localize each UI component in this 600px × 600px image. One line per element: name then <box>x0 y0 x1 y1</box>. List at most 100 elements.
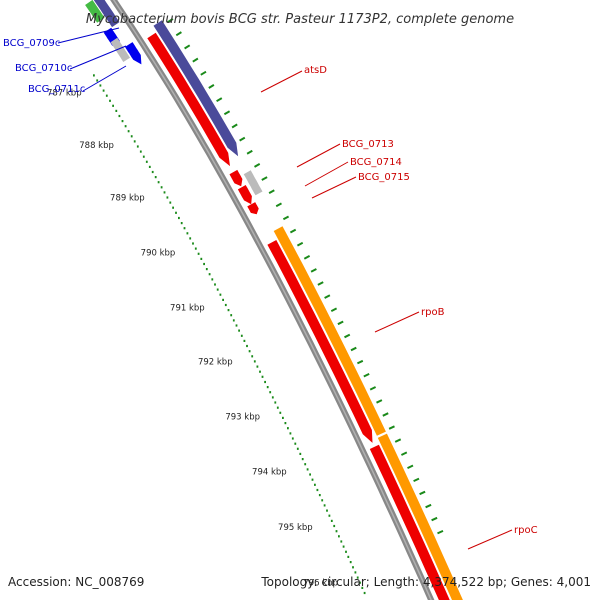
outer-tick <box>192 57 199 63</box>
scale-dot <box>333 524 336 528</box>
leader-line-bcg_0709c <box>57 27 120 44</box>
outer-tick <box>239 136 246 142</box>
outer-tick <box>275 202 282 208</box>
scale-dot <box>151 170 154 174</box>
scale-dot <box>342 545 345 548</box>
scale-label: 790 kbp <box>141 248 176 258</box>
leader-line-bcg_0713 <box>296 143 341 168</box>
scale-dot <box>216 288 219 291</box>
scale-dot <box>192 242 194 245</box>
outer-tick <box>289 228 297 234</box>
gene-label-bcg_0709c[interactable]: BCG_0709c <box>3 38 60 49</box>
scale-dot <box>314 483 316 486</box>
gene-label-bcg_0714[interactable]: BCG_0714 <box>350 157 402 168</box>
scale-dot <box>208 273 211 276</box>
outer-tick <box>231 123 238 129</box>
scale-dot <box>264 380 266 384</box>
outer-tick <box>382 412 389 417</box>
scale-dot <box>186 232 189 235</box>
scale-dot <box>323 504 326 507</box>
gene-label-atsd[interactable]: atsD <box>304 65 327 76</box>
scale-dot <box>266 386 269 389</box>
scale-label: 791 kbp <box>170 303 205 313</box>
outer-tick <box>376 399 383 404</box>
scale-dot <box>274 401 277 404</box>
gene-label-rpoc[interactable]: rpoC <box>514 525 538 536</box>
scale-dot <box>356 576 359 579</box>
scale-label: 789 kbp <box>110 194 145 204</box>
scale-dot <box>145 160 148 163</box>
outer-tick <box>324 294 331 299</box>
scale-dot <box>136 145 139 148</box>
scale-dot <box>203 262 205 266</box>
scale-dot <box>112 104 114 107</box>
scale-dot <box>361 586 364 589</box>
scale-dot <box>230 314 233 317</box>
outer-tick <box>394 438 402 443</box>
scale-dot <box>354 571 357 574</box>
outer-tick <box>175 31 182 37</box>
backbone-highlight <box>112 0 432 600</box>
scale-dot <box>163 191 166 194</box>
outer-tick <box>167 18 174 23</box>
outer-tick <box>369 386 377 391</box>
outer-tick <box>184 44 191 50</box>
scale-dot <box>352 566 354 569</box>
gene-bcg0713 <box>243 170 263 196</box>
scale-dot <box>318 494 321 497</box>
scale-dot <box>197 252 200 255</box>
scale-dot <box>121 120 124 123</box>
scale-dot <box>139 150 142 153</box>
outer-tick <box>400 451 408 456</box>
gene-atsd <box>153 20 239 157</box>
scale-dot <box>205 268 208 271</box>
leader-line-rpob <box>374 311 420 333</box>
scale-dot <box>335 530 338 533</box>
scale-dot <box>169 201 172 204</box>
scale-dot <box>240 334 243 337</box>
gene-label-bcg_0713[interactable]: BCG_0713 <box>342 139 394 150</box>
gene-bcg0711c-block <box>125 42 142 65</box>
scale-dot <box>224 303 227 307</box>
scale-dot <box>133 140 136 143</box>
outer-tick <box>407 464 414 470</box>
leader-line-bcg_0711c <box>82 65 127 92</box>
scale-dot <box>328 514 331 517</box>
scale-dot <box>259 370 261 373</box>
scale-label: 788 kbp <box>79 141 114 151</box>
cds-bcg0713 <box>229 169 243 187</box>
scale-label: 796 kbp <box>303 578 338 588</box>
gene-label-bcg_0711c[interactable]: BCG_0711c <box>28 84 85 95</box>
accession-text: Accession: NC_008769 <box>8 575 144 589</box>
gene-label-bcg_0710c[interactable]: BCG_0710c <box>15 63 72 74</box>
outer-tick <box>437 529 444 535</box>
outer-tick <box>200 70 207 76</box>
scale-dot <box>200 257 203 260</box>
outer-tick <box>208 84 215 89</box>
scale-dot <box>180 222 183 225</box>
outer-tick <box>310 268 317 273</box>
scale-dot <box>349 561 352 564</box>
scale-dot <box>363 591 366 595</box>
leader-line-bcg_0710c <box>69 45 127 70</box>
outer-tick <box>282 215 290 221</box>
leader-line-atsd <box>260 70 303 93</box>
gene-rpoc <box>377 433 463 600</box>
outer-tick <box>419 490 426 496</box>
scale-dot <box>178 216 180 220</box>
cds-rpob <box>267 240 373 443</box>
scale-dot <box>287 427 289 430</box>
scale-label: 794 kbp <box>252 468 287 478</box>
leader-line-bcg_0715 <box>311 176 357 199</box>
map-labels: 787 kbp 788 kbp 789 kbp 790 kbp 791 kbp 792 k… <box>3 27 538 588</box>
scale-dot <box>189 237 192 240</box>
scale-dot <box>148 165 151 168</box>
gene-reverse-grey <box>110 37 131 62</box>
scale-dot <box>172 206 174 209</box>
scale-dot <box>253 360 256 363</box>
gene-label-bcg_0715[interactable]: BCG_0715 <box>358 172 410 183</box>
scale-dot <box>330 519 333 522</box>
scale-dot <box>345 550 347 553</box>
gene-label-rpob[interactable]: rpoB <box>421 307 445 318</box>
